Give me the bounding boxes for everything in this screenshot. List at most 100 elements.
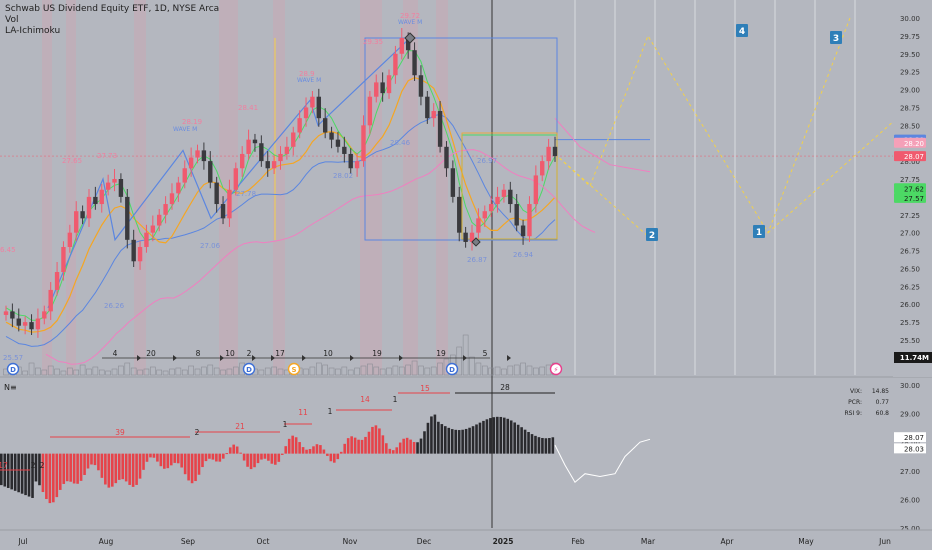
volume-bar (309, 366, 316, 376)
oscillator-bar (426, 422, 430, 454)
oscillator-bar (478, 422, 482, 454)
count-label: 10 (225, 349, 235, 358)
price-axis-label: 26.75 (900, 248, 920, 256)
oscillator-bar (312, 446, 315, 454)
oscillator-bar (496, 416, 499, 454)
time-axis-label: Dec (417, 537, 432, 546)
volume-tag (894, 352, 932, 363)
oscillator-bar (277, 453, 281, 462)
volume-bar (169, 368, 175, 376)
candle-body (112, 179, 117, 183)
candle-body (329, 132, 334, 140)
oscillator-bar (55, 453, 59, 498)
oscillator-bar (38, 453, 41, 486)
wave-line (47, 37, 411, 309)
volume-bar (398, 366, 405, 376)
price-axis-label: 25.50 (900, 337, 920, 345)
volume-bar (220, 369, 226, 376)
time-axis-label: Nov (343, 537, 358, 546)
oscillator-bar (520, 427, 523, 454)
candle-body (278, 153, 283, 162)
oscillator-bar (430, 416, 433, 454)
oscillator-bar (339, 451, 343, 454)
oscillator-bar (152, 453, 156, 458)
oscillator-bar (166, 453, 170, 469)
volume-bar (526, 365, 533, 376)
oscillator-count-label: 2 (40, 461, 45, 470)
oscillator-bar (357, 439, 360, 454)
candle-body (233, 168, 239, 190)
candle-body (508, 189, 513, 205)
oscillator-bar (367, 431, 371, 454)
candle-body (488, 204, 494, 212)
volume-bar (28, 362, 35, 376)
volume-bar (156, 369, 163, 376)
oscillator-bar (468, 427, 471, 454)
oscillator-bar (246, 453, 249, 467)
lower-axis-label: 27.00 (900, 468, 920, 476)
candle-body (361, 125, 366, 162)
stat-label: VIX: (850, 388, 862, 395)
price-label: 28.19 (182, 118, 202, 126)
candle-body (425, 96, 430, 119)
oscillator-bar (513, 422, 516, 454)
oscillator-bar (509, 420, 513, 454)
count-label: 8 (196, 349, 201, 358)
oscillator-bar (121, 453, 125, 480)
oscillator-bar (187, 453, 190, 481)
price-label: 27.78 (236, 190, 256, 198)
volume-bar (73, 369, 80, 376)
count-label: 20 (146, 349, 156, 358)
ichimoku-legend: LA-Ichimoku (5, 26, 61, 36)
price-axis-label: 26.25 (900, 283, 920, 291)
candle-body (195, 150, 200, 158)
oscillator-bar (249, 453, 253, 470)
candle-body (322, 118, 328, 133)
oscillator-bar (506, 418, 510, 454)
oscillator-bar (228, 447, 232, 454)
oscillator-bar (291, 435, 294, 454)
oscillator-bar (20, 453, 24, 494)
oscillator-bar (69, 453, 72, 482)
oscillator-bar (326, 453, 329, 456)
candle-body (48, 289, 53, 312)
volume-bar (181, 369, 188, 376)
oscillator-bar (294, 437, 298, 454)
wave-badge (830, 31, 842, 44)
price-label: 6.45 (0, 246, 16, 254)
lower-axis-label: 30.00 (900, 382, 920, 390)
volume-bar (347, 369, 354, 376)
oscillator-bar (114, 453, 118, 484)
oscillator-bar (124, 453, 128, 482)
peak-marker (404, 32, 416, 44)
candle-body (29, 322, 34, 330)
oscillator-bar (131, 453, 135, 487)
oscillator-bar (482, 420, 485, 454)
candle-body (150, 225, 156, 233)
oscillator-count-label: 2 (195, 428, 200, 437)
oscillator-bar (419, 438, 423, 454)
oscillator-bar (128, 453, 131, 485)
stat-value: 60.8 (876, 410, 890, 417)
volume-bar (124, 362, 131, 376)
oscillator-count-label: 1 (328, 407, 333, 416)
red-band (66, 0, 76, 375)
oscillator-bar (208, 453, 211, 459)
oscillator-bar (298, 442, 301, 454)
projection-leg-5 (767, 121, 894, 234)
candle-body (520, 225, 526, 237)
oscillator-bar (270, 453, 274, 464)
trough-marker (471, 237, 481, 247)
time-axis-label: Jun (878, 537, 891, 546)
candle-body (418, 75, 424, 97)
oscillator-count-label: 28 (500, 383, 510, 392)
candle-body (86, 196, 92, 219)
candle-body (457, 196, 462, 233)
candle-body (367, 96, 373, 126)
stat-label: PCR: (848, 399, 862, 406)
price-axis-label: 28.75 (900, 104, 920, 112)
candle-body (80, 211, 85, 219)
oscillator-count-label: 21 (235, 422, 245, 431)
oscillator-bar (308, 449, 312, 454)
